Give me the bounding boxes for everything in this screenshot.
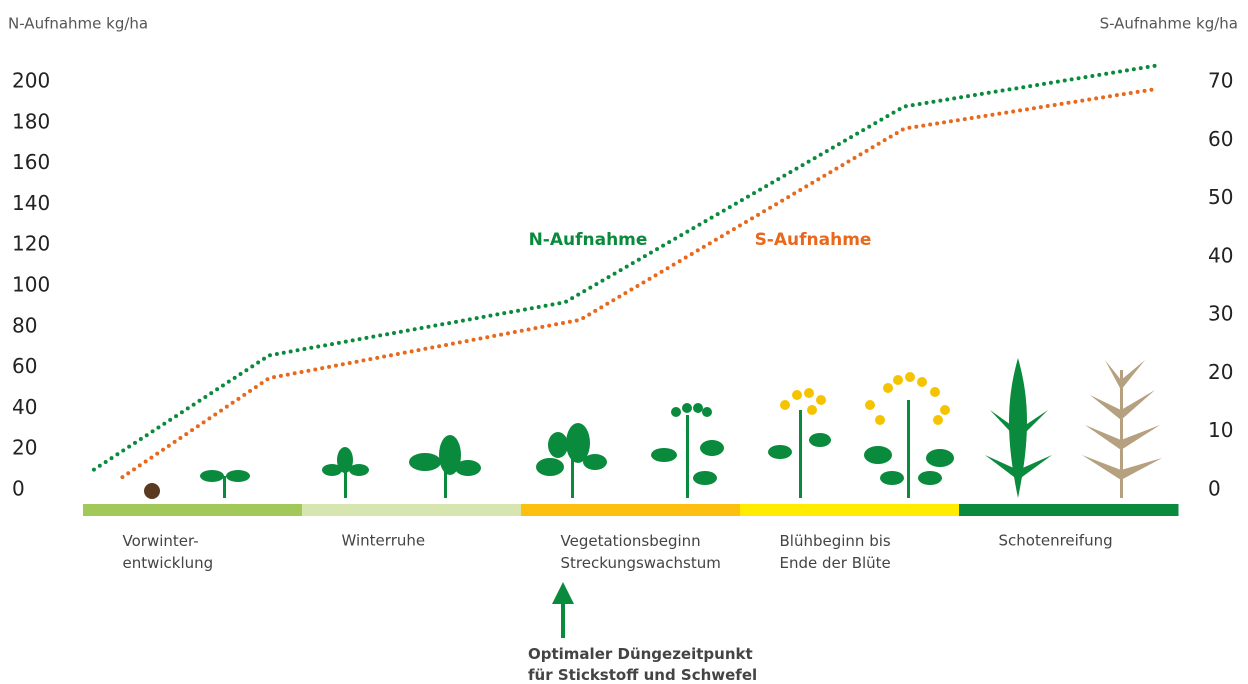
y-tick-label: 80 — [12, 313, 37, 337]
plant-icons — [144, 358, 1162, 499]
y-tick-label: 60 — [12, 354, 37, 378]
series-label: N-Aufnahme — [529, 230, 648, 250]
phase-label: Vorwinter-entwicklung — [123, 532, 214, 572]
phase-bar — [521, 504, 741, 516]
series-line — [120, 86, 1159, 480]
y2-tick-label: 10 — [1208, 418, 1233, 442]
y-tick-label: 100 — [12, 273, 50, 297]
phase-label: Blühbeginn bis Ende der Blüte — [780, 532, 891, 572]
y2-axis-title: S-Aufnahme kg/ha — [1100, 15, 1238, 33]
y-axis-title: N-Aufnahme kg/ha — [8, 15, 148, 33]
y2-tick-label: 60 — [1208, 127, 1233, 151]
y2-tick-label: 30 — [1208, 302, 1233, 326]
phase-label: Winterruhe — [342, 532, 426, 550]
series-line — [91, 63, 1159, 472]
y-tick-label: 40 — [12, 395, 37, 419]
phase-bar — [740, 504, 960, 516]
phase-label: Vegetationsbeginn Streckungswachstum — [561, 532, 721, 572]
phase-bar — [83, 504, 303, 516]
series-label: S-Aufnahme — [755, 230, 872, 250]
y-tick-label: 200 — [12, 69, 50, 93]
y-tick-label: 20 — [12, 436, 37, 460]
y2-tick-label: 40 — [1208, 243, 1233, 267]
phase-bar — [959, 504, 1179, 516]
y-tick-label: 120 — [12, 232, 50, 256]
y-tick-label: 160 — [12, 150, 50, 174]
annotation-arrowhead — [552, 582, 574, 604]
y-tick-label: 180 — [12, 109, 50, 133]
phase-label: Schotenreifung — [999, 532, 1113, 550]
y2-tick-label: 50 — [1208, 185, 1233, 209]
y2-tick-label: 0 — [1208, 477, 1221, 501]
y2-tick-label: 20 — [1208, 360, 1233, 384]
y-tick-label: 140 — [12, 191, 50, 215]
annotation: Optimaler Düngezeitpunkt für Stickstoff u… — [528, 645, 757, 684]
y2-tick-label: 70 — [1208, 69, 1233, 93]
y-tick-label: 0 — [12, 477, 25, 501]
phase-bar — [302, 504, 522, 516]
